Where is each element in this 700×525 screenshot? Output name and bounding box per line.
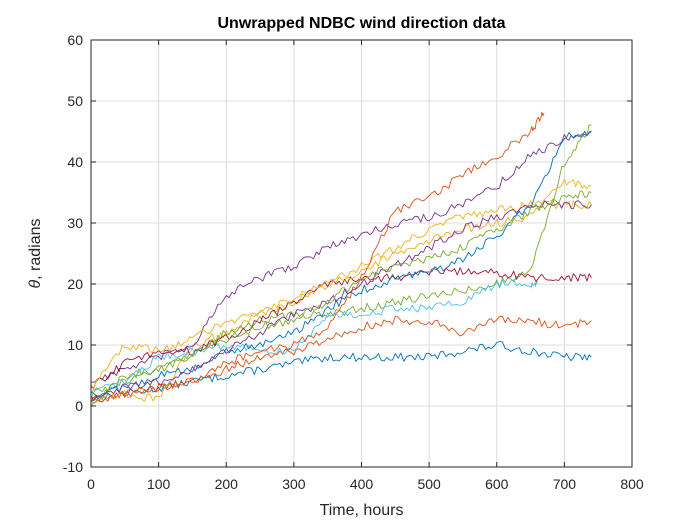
y-tick-label: 30	[67, 215, 83, 231]
x-tick-label: 300	[282, 476, 306, 492]
y-tick-label: 10	[67, 337, 83, 353]
y-axis-label: θ, radians	[27, 218, 44, 288]
series-line-9	[90, 111, 545, 403]
series-line-1	[90, 341, 592, 403]
y-tick-label: 40	[67, 154, 83, 170]
x-tick-label: 600	[485, 476, 509, 492]
x-tick-label: 700	[553, 476, 577, 492]
series-layer	[90, 111, 592, 407]
series-line-12	[90, 190, 592, 399]
x-tick-label: 200	[215, 476, 239, 492]
x-axis-label: Time, hours	[320, 502, 404, 519]
series-line-8	[90, 130, 592, 397]
grid-lines	[91, 40, 632, 467]
axis-ticks	[90, 39, 633, 468]
y-tick-label: 50	[67, 93, 83, 109]
series-line-4	[90, 131, 592, 383]
series-line-6	[90, 279, 538, 394]
series-line-11	[90, 200, 592, 402]
y-tick-label: 0	[75, 398, 83, 414]
series-line-7	[90, 267, 592, 390]
x-tick-label: 0	[87, 476, 95, 492]
x-tick-label: 100	[147, 476, 171, 492]
y-axis-label-symbol: θ	[27, 280, 44, 289]
x-tick-label: 400	[350, 476, 374, 492]
x-tick-label: 500	[417, 476, 441, 492]
y-tick-label: 60	[67, 32, 83, 48]
chart-title: Unwrapped NDBC wind direction data	[217, 15, 505, 32]
y-axis-label-text: , radians	[27, 218, 44, 279]
tick-labels: 0 100 200 300 400 500 600 700 800-10010203040506…	[63, 32, 644, 492]
series-line-10	[90, 178, 592, 389]
series-line-3	[90, 200, 592, 404]
series-line-2	[90, 315, 592, 402]
y-tick-label: -10	[63, 459, 83, 475]
y-tick-label: 20	[67, 276, 83, 292]
x-tick-label: 800	[620, 476, 644, 492]
